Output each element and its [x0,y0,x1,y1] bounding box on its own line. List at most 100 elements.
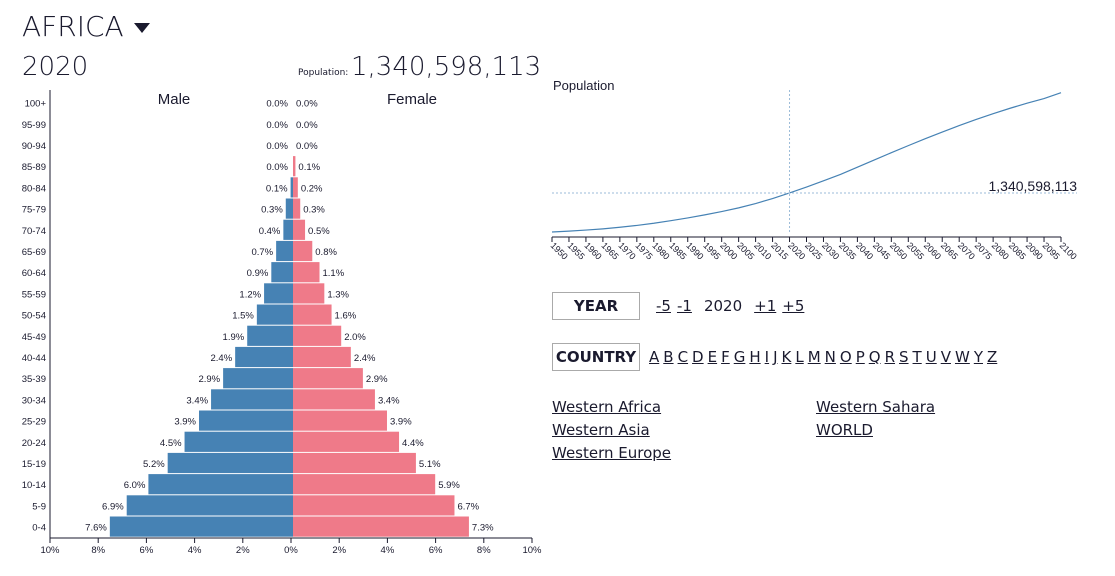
female-value-label: 5.1% [419,459,441,470]
x-tick-label: 2100 [1058,240,1079,261]
female-bar [293,368,363,389]
x-tick-label: 2015 [769,240,790,261]
x-tick-label: 10% [522,545,542,556]
x-tick-label: 2050 [888,240,909,261]
female-value-label: 1.3% [327,289,349,300]
current-year: 2020 [703,297,743,315]
x-tick-label: 1985 [667,240,688,261]
letter-link-O[interactable]: O [839,348,852,366]
x-tick-label: 1975 [633,240,654,261]
letter-link-C[interactable]: C [677,348,689,366]
female-value-label: 1.1% [323,268,345,279]
highlight-value-label: 1,340,598,113 [989,178,1078,194]
male-bar [223,368,293,389]
female-bar [293,304,332,325]
male-value-label: 0.0% [266,141,288,152]
letter-link-V[interactable]: V [940,348,951,366]
letter-link-Y[interactable]: Y [973,348,983,366]
age-label: 10-14 [22,480,46,491]
female-value-label: 0.0% [296,99,318,110]
x-tick-label: 2035 [837,240,858,261]
female-bar [293,452,416,474]
letter-link-L[interactable]: L [795,348,804,366]
male-bar [235,346,293,368]
age-label: 75-79 [22,205,46,216]
x-tick-label: 2005 [735,240,756,261]
country-label-button[interactable]: COUNTRY [552,343,640,371]
age-label: 40-44 [22,353,46,364]
letter-link-M[interactable]: M [807,348,821,366]
x-tick-label: 6% [140,545,154,556]
x-tick-label: 4% [188,545,202,556]
letter-link-W[interactable]: W [954,348,970,366]
x-tick-label: 1965 [599,240,620,261]
letter-link-I[interactable]: I [764,348,770,366]
age-label: 20-24 [22,438,46,449]
letter-link-E[interactable]: E [707,348,718,366]
x-tick-label: 1980 [650,240,671,261]
letter-link-S[interactable]: S [899,348,909,366]
female-bar [293,474,436,495]
female-value-label: 7.3% [472,523,494,534]
male-bar [285,198,293,219]
letter-link-R[interactable]: R [884,348,896,366]
x-tick-label: 2090 [1024,240,1045,261]
x-tick-label: 2095 [1041,240,1062,261]
female-bar [293,495,455,516]
x-tick-label: 2% [236,545,250,556]
letter-link-Z[interactable]: Z [986,348,998,366]
male-value-label: 1.9% [223,332,245,343]
male-bar [283,219,293,240]
year-label-button[interactable]: YEAR [552,292,640,320]
male-value-label: 0.0% [266,99,288,110]
female-value-label: 2.9% [366,374,388,385]
age-label: 85-89 [22,162,46,173]
male-value-label: 0.9% [247,268,269,279]
female-value-label: 0.0% [296,120,318,131]
region-link[interactable]: Western Europe [552,444,672,462]
region-list: Western Africa Western Sahara Western Asia… [552,398,1016,462]
region-link[interactable]: Western Sahara [816,398,936,416]
minus1-link[interactable]: -1 [676,297,692,315]
letter-link-D[interactable]: D [692,348,704,366]
female-bar [293,262,320,283]
plus1-link[interactable]: +1 [754,297,777,315]
age-label: 0-4 [32,523,46,534]
male-value-label: 3.9% [174,417,196,428]
minus5-link[interactable]: -5 [656,297,671,315]
female-bar [293,198,301,219]
region-selector[interactable]: AFRICA [22,10,150,43]
letter-link-H[interactable]: H [749,348,761,366]
age-label: 100+ [25,99,47,110]
male-value-label: 5.2% [143,459,165,470]
x-tick-label: 1960 [583,240,604,261]
letter-link-J[interactable]: J [773,348,778,366]
caret-down-icon [133,23,150,33]
letter-link-K[interactable]: K [781,348,792,366]
x-tick-label: 2070 [956,240,977,261]
female-bar [293,410,387,431]
letter-link-N[interactable]: N [824,348,836,366]
x-tick-label: 4% [381,545,395,556]
letter-link-B[interactable]: B [663,348,674,366]
letter-link-A[interactable]: A [649,348,660,366]
letter-link-G[interactable]: G [733,348,746,366]
region-link[interactable]: Western Asia [552,421,650,439]
x-tick-label: 8% [91,545,105,556]
letter-link-Q[interactable]: Q [868,348,881,366]
age-label: 95-99 [22,120,46,131]
letter-link-U[interactable]: U [925,348,937,366]
male-value-label: 6.9% [102,501,124,512]
plus5-link[interactable]: +5 [782,297,805,315]
male-value-label: 2.9% [198,374,220,385]
region-link[interactable]: WORLD [816,421,873,439]
letter-link-F[interactable]: F [721,348,730,366]
female-label: Female [387,91,437,108]
male-bar [167,452,293,474]
letter-link-T[interactable]: T [912,348,922,366]
female-bar [293,177,298,198]
letter-link-P[interactable]: P [855,348,865,366]
male-bar [247,325,293,346]
x-tick-label: 2080 [990,240,1011,261]
region-link[interactable]: Western Africa [552,398,662,416]
